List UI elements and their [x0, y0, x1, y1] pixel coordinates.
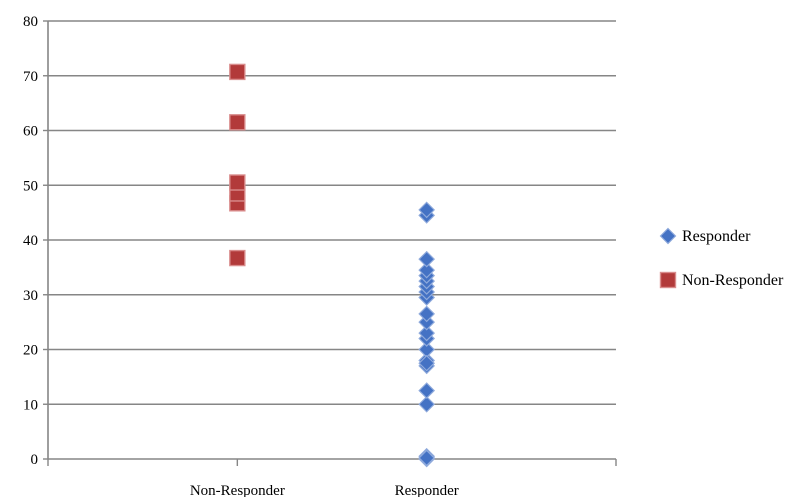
y-tick-label: 20 [23, 343, 38, 359]
x-axis-tick-labels: Non-Responder Responder [190, 483, 459, 497]
y-axis-tick-labels: 0 10 20 30 40 50 60 70 80 [23, 14, 38, 468]
responder-point [418, 449, 436, 467]
data-points [229, 63, 436, 468]
y-tick-label: 60 [23, 124, 38, 140]
non-responder-point [229, 249, 246, 267]
y-tick-label: 40 [23, 233, 38, 249]
legend-marker-responder [659, 227, 677, 245]
y-tick-label: 50 [23, 178, 38, 194]
responder-point [418, 382, 436, 399]
responder-point [418, 324, 436, 342]
y-tick-label: 0 [31, 452, 39, 468]
responder-point [418, 354, 436, 372]
non-responder-point [229, 174, 246, 191]
legend-label: Responder [682, 228, 751, 245]
gridlines [48, 20, 616, 406]
y-tick-label: 30 [23, 288, 38, 304]
non-responder-point [229, 63, 246, 81]
x-tick-label: Non-Responder [190, 483, 285, 497]
x-tick-label: Responder [395, 483, 459, 497]
non-responder-point [229, 114, 246, 131]
responder-point [418, 261, 436, 279]
legend: Responder Non-Responder [659, 227, 784, 289]
responder-point [418, 305, 436, 323]
legend-label: Non-Responder [682, 272, 784, 289]
responder-point [418, 201, 436, 219]
legend-marker-non-responder [659, 271, 677, 289]
responder-point [418, 395, 436, 413]
y-tick-label: 70 [23, 69, 38, 85]
axes [43, 20, 617, 466]
responder-point [418, 250, 436, 268]
y-tick-label: 10 [23, 397, 38, 413]
y-tick-label: 80 [23, 14, 38, 30]
